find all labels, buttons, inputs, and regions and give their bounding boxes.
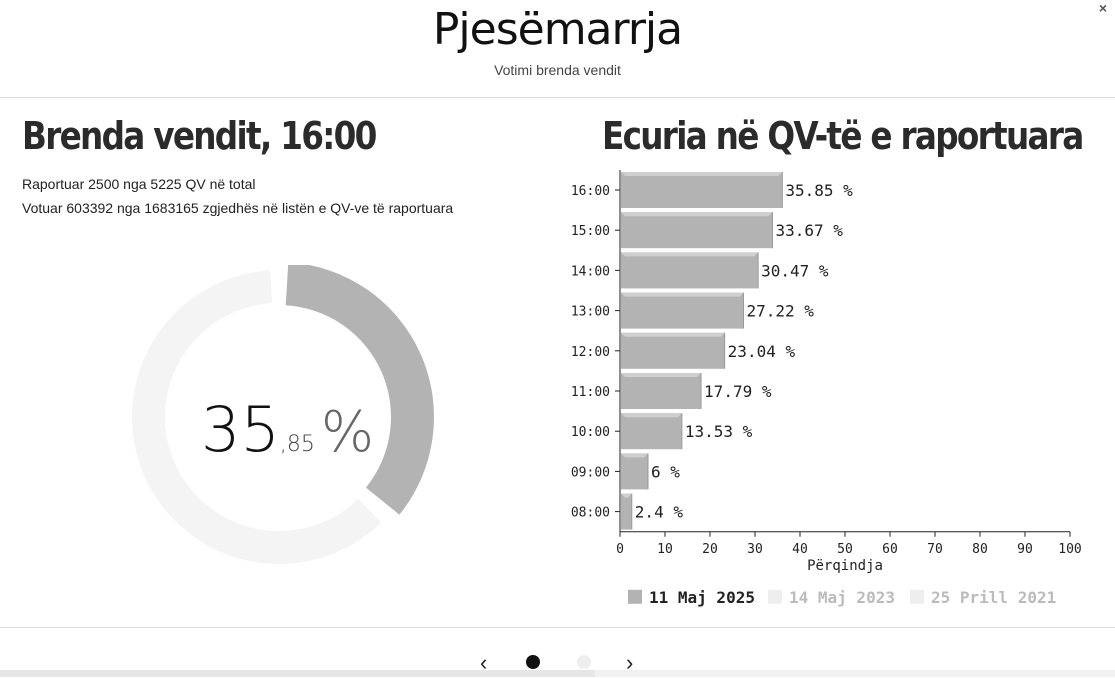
- x-tick-label: 0: [616, 542, 624, 557]
- bar-data-label: 17.79 %: [704, 382, 772, 401]
- donut-track: [132, 270, 382, 564]
- x-tick-label: 30: [747, 542, 763, 557]
- turnout-donut: 35,85%: [123, 262, 435, 569]
- x-tick-label: 60: [882, 542, 898, 557]
- voted-text: Votuar 603392 nga 1683165 zgjedhës në li…: [22, 200, 454, 216]
- bar: [621, 373, 702, 409]
- x-tick-label: 40: [792, 542, 808, 557]
- donut-whole: 35: [201, 393, 280, 466]
- legend-swatch: [910, 589, 924, 604]
- bar: [621, 212, 773, 249]
- bar: [621, 172, 783, 208]
- next-arrow-icon[interactable]: ›: [626, 650, 634, 675]
- y-tick-label: 14:00: [571, 264, 610, 279]
- x-tick-label: 10: [657, 542, 673, 557]
- x-tick-label: 50: [837, 542, 853, 557]
- bar-data-label: 27.22 %: [746, 302, 814, 321]
- bar-bevel: [621, 172, 783, 176]
- bar: [621, 453, 648, 490]
- progress-heading: Ecuria në QV-të e raportuara: [602, 114, 1084, 158]
- legend-swatch: [628, 589, 642, 604]
- bar: [621, 252, 759, 289]
- pager-dot-1[interactable]: [526, 655, 540, 669]
- bar: [621, 413, 682, 450]
- bar-data-label: 2.4 %: [635, 503, 684, 522]
- bar-bevel: [621, 332, 725, 337]
- bar-bevel: [621, 252, 759, 257]
- pager-dot-2[interactable]: [577, 655, 591, 669]
- bar-bevel: [621, 493, 632, 498]
- x-tick-label: 90: [1017, 542, 1033, 557]
- y-tick-label: 15:00: [571, 224, 610, 239]
- bar-bevel: [621, 413, 682, 418]
- bar-bevel: [621, 373, 702, 377]
- bar-bevel: [621, 292, 744, 297]
- legend-label: 11 Maj 2025: [649, 588, 755, 607]
- donut-value-arc: [285, 262, 434, 515]
- turnout-bar-chart: 35.85 % 16:00 33.67 % 15:00 30.47 % 14:00 27.2…: [560, 160, 1100, 625]
- bar-data-label: 6 %: [651, 462, 680, 481]
- donut-decimal: ,85: [279, 432, 315, 457]
- bar-bevel: [621, 212, 773, 217]
- x-tick-label: 20: [702, 542, 718, 557]
- close-icon[interactable]: ×: [1098, 0, 1107, 16]
- y-tick-label: 10:00: [571, 425, 610, 440]
- legend-label: 25 Prill 2021: [931, 588, 1056, 607]
- bar-data-label: 13.53 %: [685, 422, 753, 441]
- pager-footer: [0, 627, 1115, 678]
- bar-data-label: 30.47 %: [761, 261, 829, 280]
- bar: [621, 493, 632, 530]
- y-tick-label: 16:00: [571, 184, 610, 199]
- donut-unit: %: [320, 400, 375, 465]
- bar: [621, 292, 744, 329]
- y-tick-label: 08:00: [571, 506, 610, 521]
- donut-chart: [132, 262, 434, 564]
- legend-label: 14 Maj 2023: [789, 588, 895, 607]
- x-tick-label: 80: [972, 542, 988, 557]
- bar-data-label: 33.67 %: [776, 221, 844, 240]
- y-tick-label: 13:00: [571, 305, 610, 320]
- y-tick-label: 12:00: [571, 345, 610, 360]
- bar-chart-svg: 35.85 % 16:00 33.67 % 15:00 30.47 % 14:00 27.2…: [571, 170, 1082, 607]
- prev-arrow-icon[interactable]: ‹: [480, 650, 488, 675]
- bar-bevel: [621, 453, 648, 458]
- bar-data-label: 23.04 %: [728, 342, 796, 361]
- donut-percentage: 35,85%: [201, 393, 374, 466]
- turnout-heading: Brenda vendit, 16:00: [22, 114, 377, 158]
- legend-swatch: [768, 589, 782, 604]
- y-tick-label: 09:00: [571, 465, 610, 480]
- page-subtitle: Votimi brenda vendit: [494, 62, 621, 78]
- bar-data-label: 35.85 %: [785, 181, 853, 200]
- reported-stations-text: Raportuar 2500 nga 5225 QV në total: [22, 176, 256, 192]
- x-tick-label: 100: [1058, 542, 1081, 557]
- x-tick-label: 70: [927, 542, 943, 557]
- page-title: Pjesëmarrja: [432, 4, 683, 55]
- page-header: Pjesëmarrja Votimi brenda vendit ×: [0, 0, 1115, 98]
- x-axis-label: Përqindja: [807, 558, 883, 574]
- bar: [621, 332, 725, 369]
- y-tick-label: 11:00: [571, 385, 610, 400]
- scrollbar-thumb[interactable]: [0, 670, 595, 677]
